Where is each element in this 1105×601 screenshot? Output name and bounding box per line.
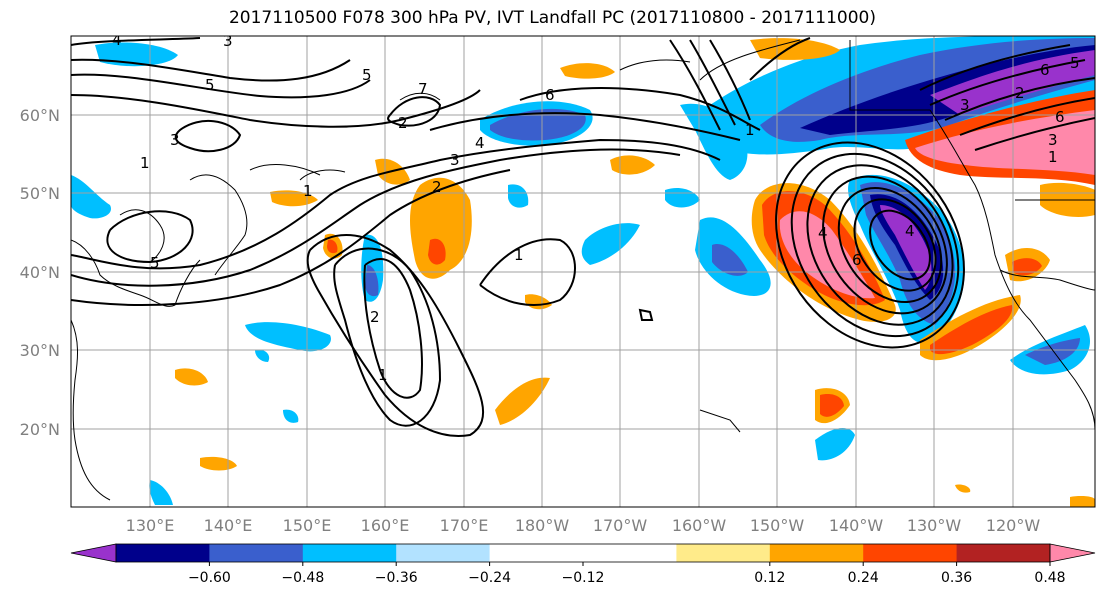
- svg-text:3: 3: [450, 151, 460, 169]
- colorbar: [70, 543, 1096, 563]
- colorbar-tick-label: 0.12: [754, 570, 785, 586]
- svg-text:140°E: 140°E: [204, 516, 253, 535]
- svg-text:2: 2: [1015, 84, 1025, 102]
- colorbar-segment: [676, 544, 771, 562]
- latitude-labels: 60°N 50°N 40°N 30°N 20°N: [20, 106, 60, 439]
- svg-text:140°W: 140°W: [829, 516, 884, 535]
- svg-text:150°W: 150°W: [750, 516, 805, 535]
- svg-text:1: 1: [514, 246, 524, 264]
- pv-contours: [71, 37, 811, 437]
- svg-text:3: 3: [170, 131, 180, 149]
- svg-text:160°W: 160°W: [672, 516, 727, 535]
- svg-text:2: 2: [398, 114, 408, 132]
- svg-text:6: 6: [1055, 108, 1065, 126]
- svg-text:4: 4: [905, 222, 915, 240]
- colorbar-segment: [583, 544, 677, 562]
- svg-text:5: 5: [362, 66, 372, 84]
- longitude-labels: 130°E 140°E 150°E 160°E 170°E 180°W 170°…: [126, 516, 1041, 535]
- svg-text:5: 5: [1070, 54, 1080, 72]
- colorbar-tick-label: 0.48: [1034, 570, 1065, 586]
- colorbar-segment: [116, 544, 210, 562]
- svg-text:5: 5: [150, 254, 160, 272]
- svg-text:2: 2: [432, 178, 442, 196]
- svg-text:60°N: 60°N: [20, 106, 60, 125]
- svg-text:6: 6: [545, 86, 555, 104]
- svg-text:1: 1: [303, 182, 313, 200]
- svg-text:3: 3: [1048, 131, 1058, 149]
- svg-text:180°W: 180°W: [515, 516, 570, 535]
- colorbar-segment: [209, 544, 304, 562]
- colorbar-tick-label: −0.48: [281, 570, 324, 586]
- svg-text:1: 1: [1048, 148, 1058, 166]
- colorbar-segment: [302, 544, 397, 562]
- svg-text:160°E: 160°E: [361, 516, 410, 535]
- svg-text:6: 6: [1040, 61, 1050, 79]
- svg-text:5: 5: [205, 76, 215, 94]
- svg-text:2: 2: [370, 308, 380, 326]
- colorbar-segment: [489, 544, 584, 562]
- colorbar-segment: [396, 544, 491, 562]
- colorbar-ticks: −0.60 −0.48 −0.36 −0.24 −0.12 0.12 0.24 0.36 0.4…: [188, 562, 1066, 586]
- svg-text:1: 1: [140, 154, 150, 172]
- contour-labels: 4 3 5 5 7 6 3 4 3 2 1 1 2 1 2 1 6 4 3 1 …: [112, 31, 1080, 384]
- svg-text:20°N: 20°N: [20, 420, 60, 439]
- svg-text:6: 6: [852, 251, 862, 269]
- colorbar-segment: [956, 544, 1051, 562]
- svg-text:3: 3: [223, 32, 233, 50]
- svg-text:4: 4: [818, 224, 828, 242]
- colorbar-tick-label: −0.24: [468, 570, 511, 586]
- colorbar-tick-label: −0.60: [188, 570, 231, 586]
- svg-text:120°W: 120°W: [986, 516, 1041, 535]
- svg-text:7: 7: [418, 80, 428, 98]
- colorbar-tick-label: 0.24: [848, 570, 879, 586]
- map-title: 2017110500 F078 300 hPa PV, IVT Landfall…: [228, 8, 876, 28]
- svg-text:3: 3: [960, 96, 970, 114]
- ivt-contours: [775, 44, 1095, 349]
- colorbar-tick-label: 0.36: [941, 570, 972, 586]
- svg-text:4: 4: [475, 134, 485, 152]
- colorbar-tick-label: −0.12: [562, 570, 605, 586]
- svg-text:50°N: 50°N: [20, 184, 60, 203]
- colorbar-extend-max: [1049, 543, 1096, 563]
- colorbar-segment: [863, 544, 958, 562]
- colorbar-tick-label: −0.36: [375, 570, 418, 586]
- svg-text:4: 4: [112, 31, 122, 49]
- svg-text:1: 1: [745, 121, 755, 139]
- svg-text:130°W: 130°W: [907, 516, 962, 535]
- colorbar-extend-min: [70, 543, 117, 563]
- svg-text:40°N: 40°N: [20, 263, 60, 282]
- svg-text:130°E: 130°E: [126, 516, 175, 535]
- colorbar-segment: [769, 544, 864, 562]
- svg-text:170°E: 170°E: [440, 516, 489, 535]
- map-content: 4 3 5 5 7 6 3 4 3 2 1 1 2 1 2 1 6 4 3 1 …: [71, 31, 1095, 507]
- svg-text:30°N: 30°N: [20, 341, 60, 360]
- map-frame: [70, 35, 1096, 508]
- svg-text:150°E: 150°E: [283, 516, 332, 535]
- svg-text:1: 1: [378, 366, 388, 384]
- svg-text:170°W: 170°W: [593, 516, 648, 535]
